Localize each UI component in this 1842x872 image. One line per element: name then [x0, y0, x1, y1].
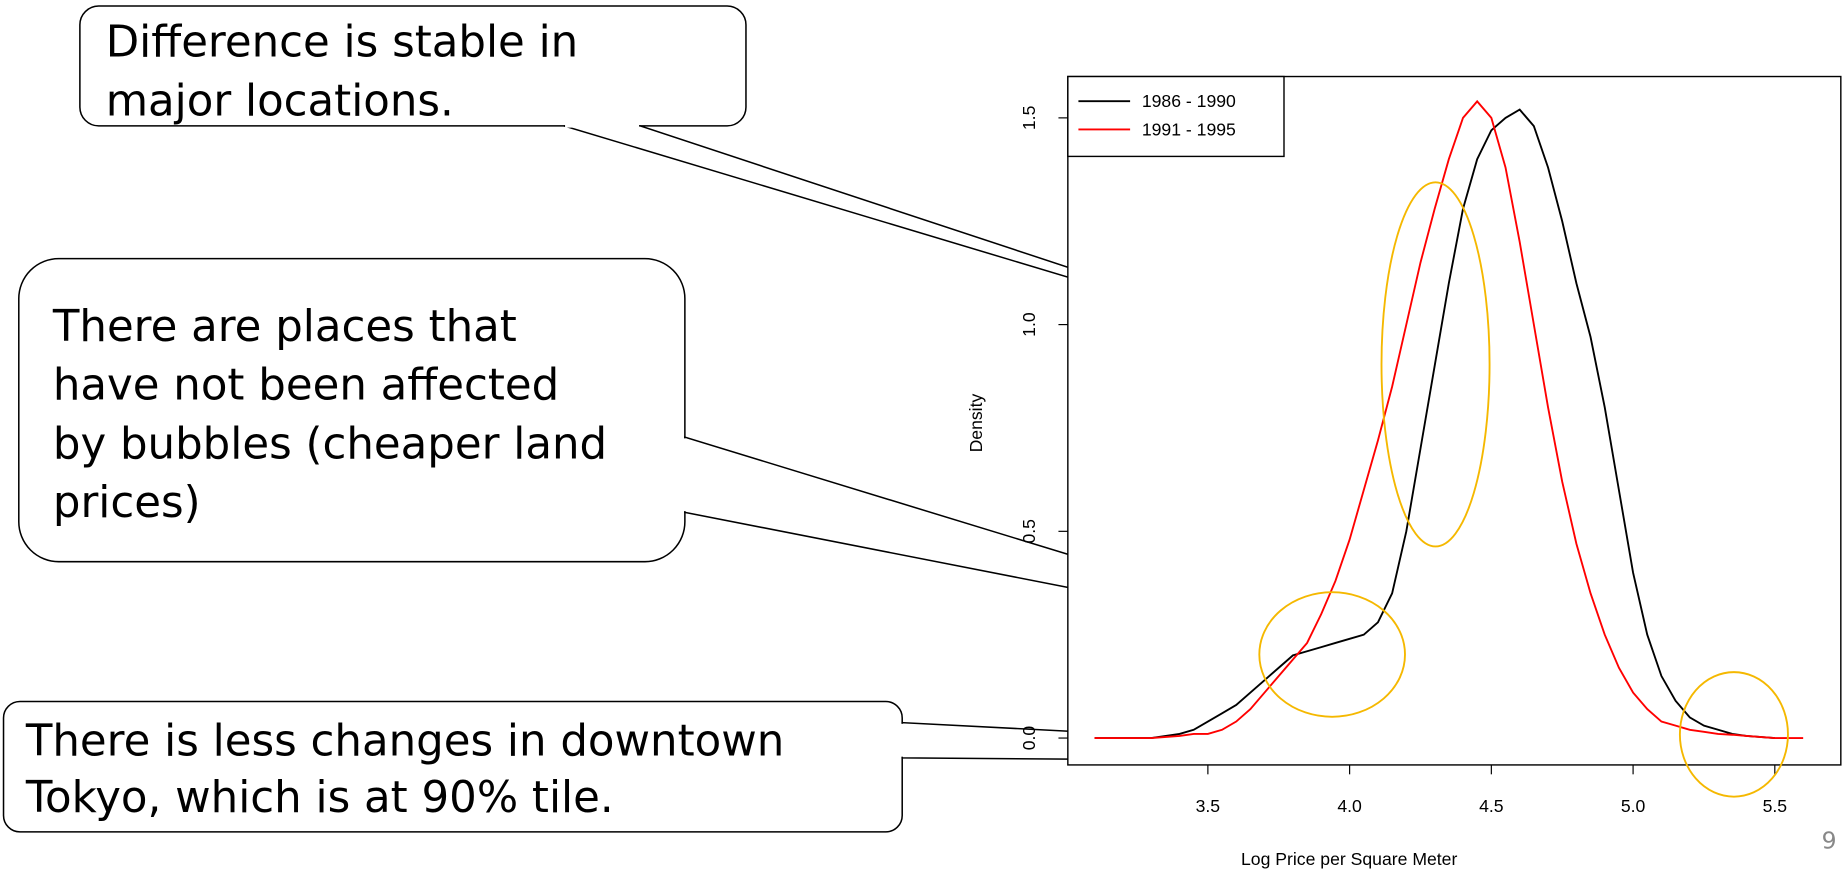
x-tick-label: 4.5: [1479, 796, 1504, 816]
plot-frame: [1067, 75, 1842, 766]
callout-box: [18, 257, 686, 563]
y-tick-label: 1.0: [1019, 312, 1039, 337]
highlight-ellipse: [1258, 591, 1406, 718]
y-axis-label: Density: [966, 394, 986, 453]
highlight-ellipse: [1678, 671, 1789, 798]
y-tick-label: 0.5: [1019, 519, 1039, 544]
legend-label: 1991 - 1995: [1142, 119, 1236, 139]
callout-text: by bubbles (cheaper land: [53, 419, 607, 469]
callout-text: have not been affected: [53, 361, 559, 411]
callout-text: There is less changes in downtown: [25, 717, 784, 767]
chart: 3.5 4.0 4.5 5.0 5.5 0.0 0.5 1.0 1.5 Log Price per…: [966, 75, 1842, 869]
callout-text: major locations.: [106, 76, 454, 126]
x-tick-label: 5.0: [1621, 796, 1646, 816]
callout-text: Difference is stable in: [106, 18, 578, 68]
legend-label: 1986 - 1990: [1142, 91, 1236, 111]
callout-text: There are places that: [52, 302, 517, 352]
page-number: 9: [1822, 826, 1837, 854]
callout-box: [2, 700, 903, 833]
x-tick-label: 3.5: [1196, 796, 1221, 816]
highlight-ellipse: [1380, 181, 1491, 548]
x-axis-label: Log Price per Square Meter: [1241, 849, 1457, 869]
x-tick-label: 5.5: [1763, 796, 1788, 816]
callout-texts: Difference is stable in major locations. T…: [25, 18, 784, 823]
density-line: [1094, 99, 1804, 739]
highlight-ellipses: [1258, 181, 1789, 798]
y-tick-label: 0.0: [1019, 726, 1039, 751]
density-line: [1094, 108, 1775, 739]
x-tick-label: 4.0: [1337, 796, 1362, 816]
y-tick-label: 1.5: [1019, 105, 1039, 130]
callout-text: Tokyo, which is at 90% tile.: [25, 773, 614, 823]
callout-text: prices): [53, 478, 201, 528]
legend-box: [1067, 75, 1285, 158]
callout-box: [79, 5, 747, 127]
